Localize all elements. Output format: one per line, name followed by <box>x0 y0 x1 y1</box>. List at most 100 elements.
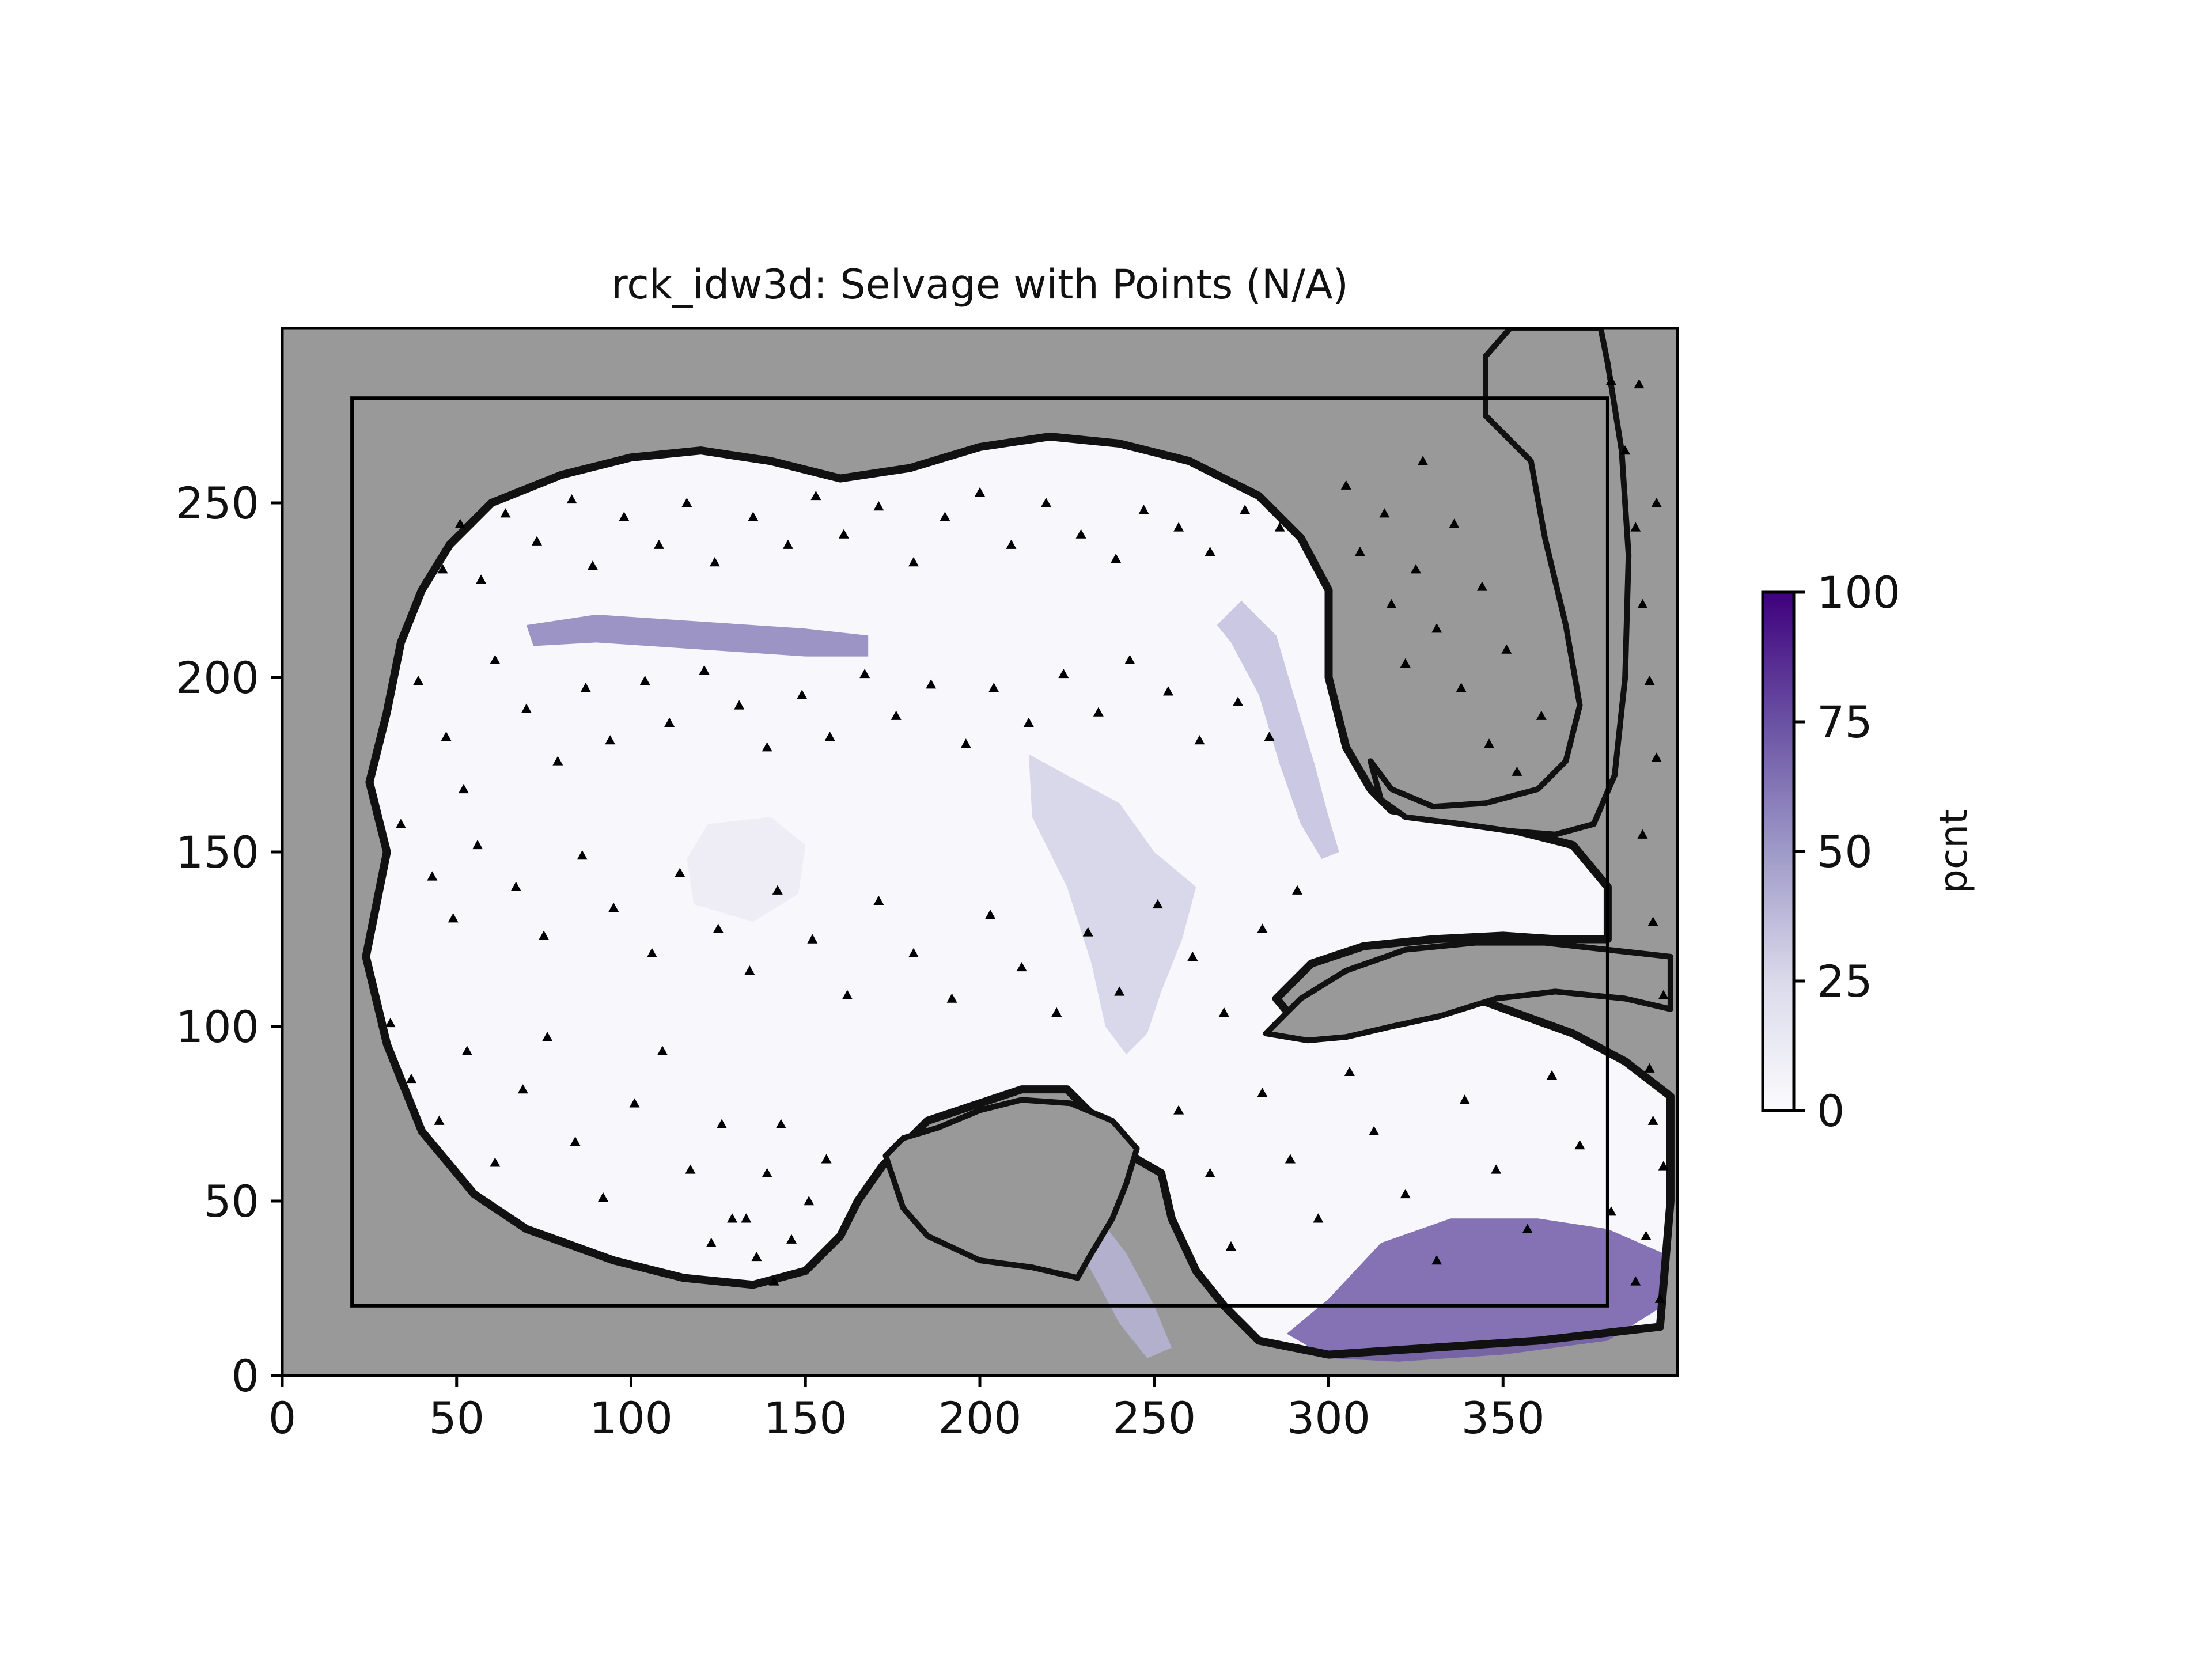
data-point <box>824 732 835 741</box>
data-point <box>985 910 996 919</box>
data-point <box>975 487 985 497</box>
colorbar-tick-label: 50 <box>1817 826 1873 877</box>
y-tick-label: 50 <box>203 1176 259 1227</box>
region-florida-escarpment <box>1217 600 1339 859</box>
x-tick-label: 50 <box>429 1392 484 1444</box>
y-axis: 0 50 100 150 200 250 <box>176 478 282 1402</box>
data-point <box>1274 522 1285 532</box>
data-point <box>1285 1154 1296 1164</box>
land-cuba <box>1263 940 1673 1044</box>
data-point <box>598 1192 609 1202</box>
data-point <box>946 993 957 1003</box>
data-point <box>1400 658 1411 668</box>
data-point <box>517 1084 528 1094</box>
plot-area <box>281 327 1679 1377</box>
y-tick-label: 100 <box>176 1001 259 1052</box>
data-point <box>821 1154 832 1164</box>
data-point <box>1082 927 1093 937</box>
data-point <box>1340 480 1351 490</box>
data-point <box>1634 378 1645 389</box>
data-point <box>1658 1161 1669 1171</box>
data-point <box>1173 1105 1184 1115</box>
data-point <box>1449 518 1460 528</box>
data-point <box>608 902 619 912</box>
data-point <box>1051 1007 1062 1017</box>
data-point <box>1476 581 1487 591</box>
x-tick-label: 250 <box>1112 1392 1196 1444</box>
region-western-basin <box>366 436 1671 1355</box>
colorbar: 0 25 50 75 100 pcnt <box>1761 567 1976 1137</box>
data-point <box>646 948 657 957</box>
data-point <box>1205 1168 1215 1177</box>
data-point <box>434 1115 445 1125</box>
data-point <box>699 665 710 675</box>
region-southern-deep <box>1286 1218 1664 1362</box>
data-point <box>1658 990 1669 999</box>
data-point <box>748 512 759 521</box>
data-point <box>1075 529 1086 539</box>
data-point <box>842 990 853 999</box>
data-point <box>1536 710 1547 720</box>
data-point <box>1194 735 1205 745</box>
data-point <box>1484 738 1495 748</box>
y-tick-label: 250 <box>176 478 259 529</box>
x-tick-label: 150 <box>764 1392 847 1444</box>
data-point <box>1257 1088 1268 1097</box>
data-point <box>1522 1224 1533 1233</box>
region-shelf-band-north <box>526 614 869 657</box>
colorbar-ticks: 0 25 50 75 100 <box>1794 567 1900 1137</box>
data-point <box>395 819 406 828</box>
data-point <box>619 512 630 521</box>
data-point <box>675 868 685 877</box>
data-point <box>1637 599 1648 608</box>
data-point <box>859 668 870 679</box>
data-point <box>1651 752 1662 762</box>
colorbar-tick-label: 75 <box>1817 696 1873 748</box>
data-point <box>577 850 588 860</box>
data-point <box>1641 1230 1652 1240</box>
y-tick-label: 200 <box>176 652 259 703</box>
data-point <box>427 871 438 881</box>
data-point <box>454 518 465 528</box>
data-point <box>891 710 902 720</box>
colorbar-tick-label: 0 <box>1817 1085 1844 1137</box>
colorbar-label: pcnt <box>1931 809 1976 893</box>
data-point <box>1644 676 1655 685</box>
data-point <box>1111 553 1122 563</box>
data-point <box>1620 445 1631 455</box>
data-point <box>988 683 999 692</box>
data-point <box>605 735 616 745</box>
data-point <box>1417 456 1428 465</box>
data-point <box>1205 546 1215 556</box>
data-point <box>1512 766 1522 776</box>
data-point <box>807 934 818 944</box>
y-tick-label: 0 <box>232 1350 259 1402</box>
data-point <box>552 756 563 766</box>
data-point <box>657 1046 668 1055</box>
data-point <box>664 717 675 727</box>
data-point <box>1354 546 1365 556</box>
data-point <box>1651 498 1662 507</box>
chart-title: rck_idw3d: Selvage with Points (N/A) <box>611 261 1349 308</box>
data-point <box>960 738 971 748</box>
data-point <box>768 1276 779 1286</box>
data-point <box>1162 686 1173 696</box>
data-point <box>1456 683 1467 692</box>
data-point <box>727 1213 738 1223</box>
data-point <box>539 930 550 940</box>
data-point <box>1093 707 1104 717</box>
data-point <box>1379 508 1390 518</box>
data-point <box>580 683 591 692</box>
data-point <box>510 881 521 891</box>
data-point <box>797 690 808 699</box>
data-point <box>1313 1213 1324 1223</box>
data-point <box>1386 599 1397 608</box>
data-point <box>1630 1276 1641 1286</box>
data-point <box>1647 1115 1658 1125</box>
data-point <box>1114 986 1125 996</box>
data-point <box>713 923 724 933</box>
data-point <box>413 676 424 685</box>
data-point <box>1006 539 1017 549</box>
data-point <box>1225 1241 1236 1251</box>
data-point <box>1431 1255 1442 1265</box>
